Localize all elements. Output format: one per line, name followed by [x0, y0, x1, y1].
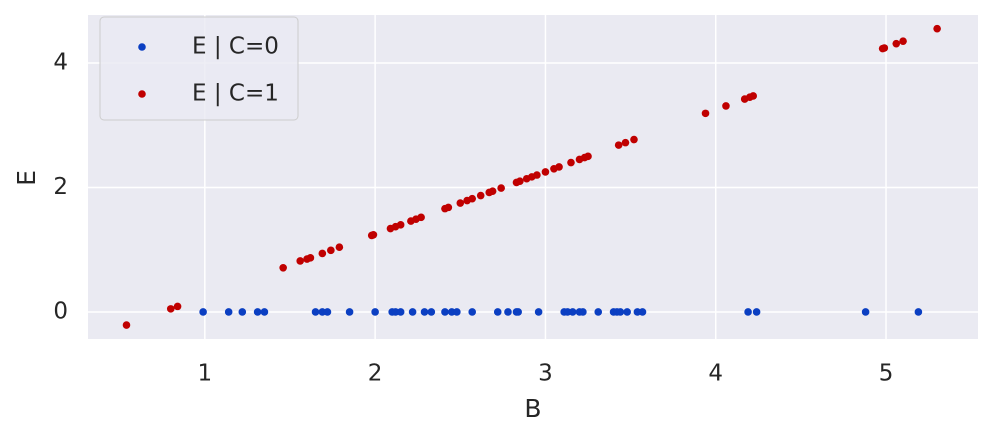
point	[914, 308, 923, 316]
x-tick-label: 2	[368, 361, 383, 387]
point	[327, 246, 335, 255]
point	[166, 305, 175, 313]
legend-box	[99, 16, 299, 121]
point	[623, 308, 631, 316]
point	[541, 168, 550, 176]
point	[621, 138, 630, 147]
point	[323, 308, 332, 316]
point	[497, 184, 505, 192]
point	[614, 141, 623, 149]
point	[579, 308, 587, 316]
point	[744, 308, 752, 316]
point	[260, 308, 269, 316]
y-tick-label: 0	[53, 298, 68, 324]
point	[861, 308, 870, 316]
point	[371, 308, 379, 316]
x-tick-label: 3	[538, 361, 553, 387]
x-axis-label: B	[524, 394, 541, 423]
point	[408, 308, 417, 316]
point	[933, 24, 941, 33]
legend-marker	[138, 90, 146, 98]
y-tick-label: 4	[53, 49, 68, 75]
point	[899, 37, 907, 45]
point	[514, 308, 522, 316]
y-axis-label: E	[12, 170, 41, 186]
point	[417, 213, 425, 222]
point	[534, 308, 543, 316]
point	[311, 308, 320, 316]
point	[345, 308, 354, 316]
point	[584, 152, 592, 161]
x-tick-label: 5	[879, 361, 894, 387]
point	[173, 302, 182, 311]
point	[488, 187, 497, 195]
point	[456, 199, 465, 207]
point	[453, 308, 461, 316]
point	[880, 44, 889, 52]
point	[594, 308, 603, 316]
point	[516, 177, 524, 186]
point	[427, 308, 436, 316]
point	[396, 308, 405, 316]
x-tick-label: 1	[198, 361, 213, 387]
legend-label: E | C=0	[192, 34, 279, 60]
point	[306, 254, 315, 262]
point	[468, 194, 477, 203]
point	[752, 308, 761, 316]
point	[369, 230, 378, 239]
point	[335, 243, 344, 252]
point	[749, 92, 758, 100]
point	[199, 308, 207, 316]
point	[493, 308, 502, 316]
point	[396, 221, 405, 229]
point	[476, 191, 485, 200]
point	[616, 308, 625, 316]
point	[224, 308, 233, 316]
point	[238, 308, 247, 316]
point	[533, 171, 541, 179]
point	[468, 308, 477, 316]
point	[122, 321, 131, 329]
point	[420, 308, 429, 316]
point	[296, 257, 304, 265]
y-tick-label: 2	[53, 174, 68, 200]
point	[722, 102, 730, 110]
point	[318, 249, 327, 258]
point	[568, 308, 577, 316]
point	[279, 263, 287, 272]
legend-marker	[138, 43, 146, 51]
legend-label: E | C=1	[192, 81, 279, 107]
point	[555, 163, 563, 171]
point	[253, 308, 262, 316]
point	[701, 109, 710, 118]
point	[504, 308, 512, 316]
point	[638, 308, 647, 316]
x-tick-label: 4	[708, 361, 723, 387]
point	[441, 308, 449, 316]
point	[892, 39, 901, 48]
point	[444, 203, 453, 212]
point	[567, 158, 575, 167]
point	[630, 135, 638, 144]
